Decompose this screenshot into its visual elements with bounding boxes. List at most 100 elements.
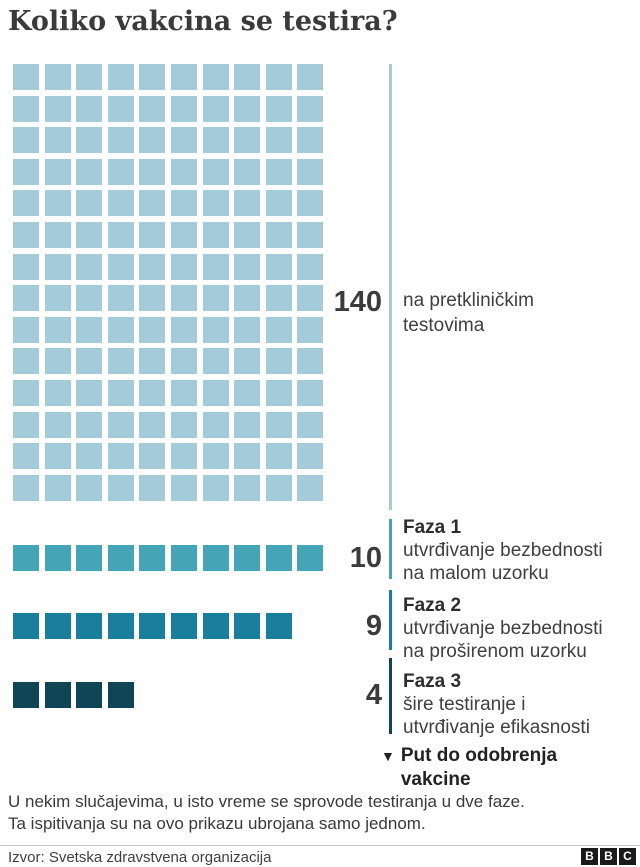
unit-square-preclinical: [13, 316, 39, 343]
unit-square-preclinical: [297, 253, 324, 280]
section-line-preclinical: [389, 64, 392, 510]
unit-square-preclinical: [265, 190, 292, 217]
unit-square-preclinical: [139, 316, 166, 343]
unit-square-preclinical: [107, 221, 134, 248]
unit-square-faza-2: [76, 613, 103, 639]
unit-square-preclinical: [76, 411, 103, 438]
unit-square-preclinical: [170, 158, 197, 185]
path-to-approval-label: ▼ Put do odobrenja vakcine: [381, 744, 557, 792]
unit-square-preclinical: [265, 316, 292, 343]
unit-square-preclinical: [139, 190, 166, 217]
unit-square-preclinical: [202, 443, 229, 470]
unit-square-preclinical: [76, 158, 103, 185]
unit-square-preclinical: [265, 379, 292, 406]
label-faza-2: Faza 2 utvrđivanje bezbednosti na prošir…: [403, 594, 633, 663]
unit-square-preclinical: [44, 158, 71, 185]
section-line-faza-2: [389, 590, 392, 650]
unit-square-faza-1: [44, 545, 71, 571]
unit-square-faza-1: [170, 545, 197, 571]
unit-square-preclinical: [76, 443, 103, 470]
label-faza-1: Faza 1 utvrđivanje bezbednosti na malom …: [403, 516, 633, 585]
unit-square-preclinical: [265, 411, 292, 438]
footer-divider: [0, 845, 640, 846]
unit-square-preclinical: [265, 95, 292, 122]
unit-square-preclinical: [44, 348, 71, 375]
unit-square-faza-2: [139, 613, 166, 639]
unit-square-preclinical: [76, 316, 103, 343]
unit-square-preclinical: [44, 316, 71, 343]
unit-square-preclinical: [76, 348, 103, 375]
unit-square-preclinical: [107, 158, 134, 185]
unit-square-preclinical: [13, 127, 39, 154]
label-preclinical-line1: na pretkliničkim: [403, 290, 534, 311]
unit-square-preclinical: [139, 158, 166, 185]
unit-square-preclinical: [265, 474, 292, 501]
section-line-faza-1: [389, 519, 392, 579]
unit-square-preclinical: [76, 253, 103, 280]
unit-square-preclinical: [76, 64, 103, 90]
unit-square-preclinical: [202, 190, 229, 217]
unit-square-faza-2: [170, 613, 197, 639]
count-faza-1: 10: [349, 542, 382, 574]
unit-square-preclinical: [297, 411, 324, 438]
unit-square-preclinical: [297, 474, 324, 501]
unit-square-faza-3: [76, 682, 103, 708]
unit-square-preclinical: [107, 190, 134, 217]
unit-square-preclinical: [234, 64, 261, 90]
unit-square-faza-3: [107, 682, 134, 708]
unit-square-preclinical: [13, 411, 39, 438]
unit-square-faza-1: [202, 545, 229, 571]
count-faza-3: 4: [365, 679, 382, 711]
unit-square-preclinical: [297, 285, 324, 312]
unit-square-preclinical: [234, 379, 261, 406]
unit-square-preclinical: [139, 285, 166, 312]
unit-square-preclinical: [170, 127, 197, 154]
unit-square-preclinical: [139, 443, 166, 470]
unit-square-preclinical: [202, 316, 229, 343]
unit-square-faza-3: [44, 682, 71, 708]
unit-square-preclinical: [234, 221, 261, 248]
label-faza-3-line1: šire testiranje i: [403, 694, 526, 715]
unit-square-preclinical: [44, 474, 71, 501]
waffle-preclinical: [13, 64, 324, 501]
count-preclinical: 140: [333, 286, 382, 318]
unit-square-preclinical: [202, 253, 229, 280]
path-to-approval-text: Put do odobrenja vakcine: [401, 744, 557, 792]
unit-square-preclinical: [297, 221, 324, 248]
unit-square-faza-1: [234, 545, 261, 571]
unit-square-faza-2: [13, 613, 39, 639]
unit-square-preclinical: [44, 379, 71, 406]
bbc-logo-block-c: C: [619, 848, 636, 865]
label-faza-3-title: Faza 3: [403, 671, 462, 692]
unit-square-preclinical: [107, 285, 134, 312]
unit-square-preclinical: [170, 316, 197, 343]
unit-square-preclinical: [76, 285, 103, 312]
unit-square-preclinical: [202, 379, 229, 406]
unit-square-preclinical: [170, 221, 197, 248]
unit-square-preclinical: [107, 379, 134, 406]
unit-square-preclinical: [202, 158, 229, 185]
unit-square-preclinical: [13, 379, 39, 406]
label-faza-2-line2: na proširenom uzorku: [403, 641, 587, 662]
unit-square-faza-1: [265, 545, 292, 571]
unit-square-preclinical: [76, 474, 103, 501]
label-faza-1-line2: na malom uzorku: [403, 563, 549, 584]
unit-square-preclinical: [202, 221, 229, 248]
unit-square-preclinical: [139, 474, 166, 501]
unit-square-preclinical: [297, 95, 324, 122]
unit-square-preclinical: [13, 158, 39, 185]
section-line-faza-3: [389, 658, 392, 734]
unit-square-preclinical: [13, 285, 39, 312]
unit-square-preclinical: [44, 221, 71, 248]
unit-square-faza-1: [139, 545, 166, 571]
unit-square-preclinical: [170, 285, 197, 312]
unit-square-preclinical: [234, 316, 261, 343]
unit-square-preclinical: [13, 190, 39, 217]
unit-square-preclinical: [76, 127, 103, 154]
label-faza-3: Faza 3 šire testiranje i utvrđivanje efi…: [403, 670, 633, 739]
unit-square-preclinical: [139, 379, 166, 406]
unit-square-preclinical: [170, 411, 197, 438]
label-faza-2-line1: utvrđivanje bezbednosti: [403, 618, 603, 639]
unit-square-preclinical: [13, 95, 39, 122]
bbc-logo-block-b2: B: [600, 848, 617, 865]
